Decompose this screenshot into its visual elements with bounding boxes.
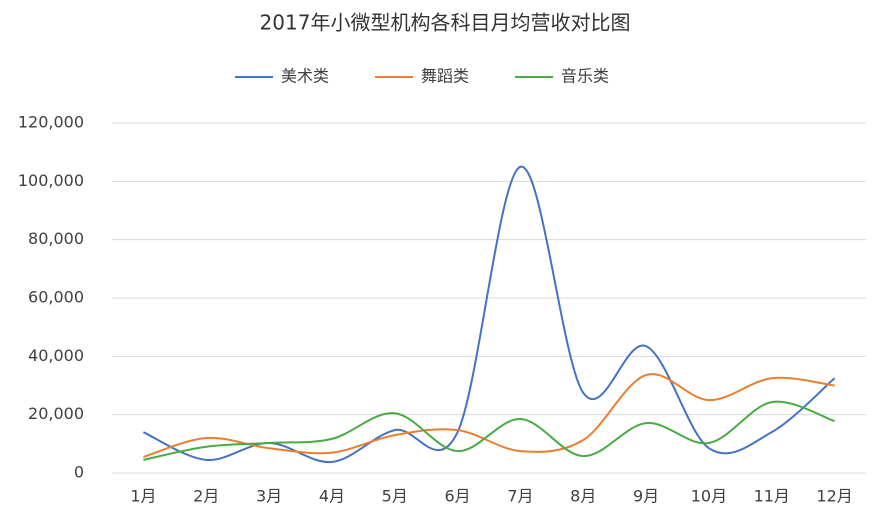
y-tick-label: 0 [74, 463, 84, 482]
legend-label: 舞蹈类 [421, 67, 469, 86]
x-tick-label: 8月 [570, 487, 596, 506]
x-tick-label: 6月 [444, 487, 470, 506]
x-tick-label: 1月 [130, 487, 156, 506]
y-tick-label: 20,000 [28, 404, 84, 423]
x-tick-label: 10月 [691, 487, 727, 506]
y-tick-label: 40,000 [28, 346, 84, 365]
chart-title: 2017年小微型机构各科目月均营收对比图 [260, 11, 631, 35]
y-tick-label: 120,000 [18, 113, 84, 132]
legend-label: 音乐类 [561, 67, 609, 86]
line-series [143, 165, 836, 463]
line-series [143, 400, 835, 461]
x-tick-label: 12月 [816, 487, 852, 506]
x-tick-label: 9月 [633, 487, 659, 506]
y-tick-label: 60,000 [28, 288, 84, 307]
x-tick-label: 3月 [256, 487, 282, 506]
y-tick-label: 80,000 [28, 229, 84, 248]
x-tick-label: 11月 [754, 487, 790, 506]
x-tick-label: 5月 [382, 487, 408, 506]
x-tick-label: 2月 [193, 487, 219, 506]
line-series [143, 373, 835, 458]
x-tick-label: 4月 [319, 487, 345, 506]
y-tick-label: 100,000 [18, 171, 84, 190]
x-tick-label: 7月 [507, 487, 533, 506]
legend-label: 美术类 [281, 67, 329, 86]
